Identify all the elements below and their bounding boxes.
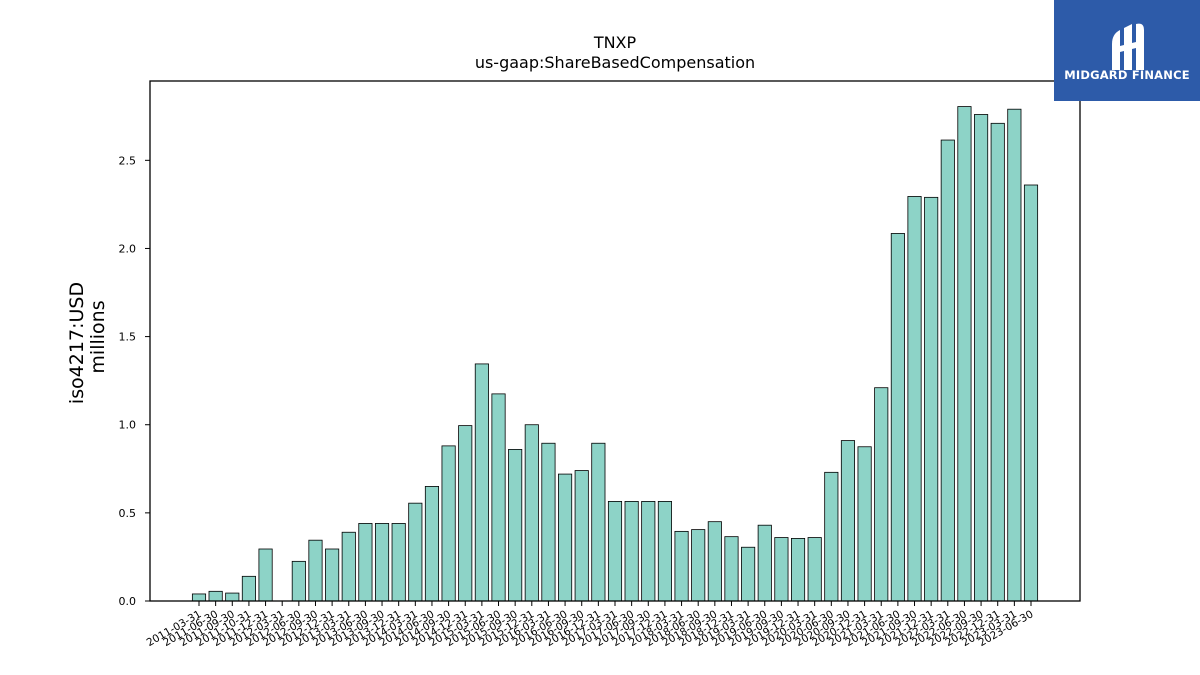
bar-2012-09-30 (308, 539, 323, 602)
logo-text: MIDGARD FINANCE (1064, 68, 1190, 82)
bar-2020-12-31 (857, 446, 872, 602)
y-axis-label-units: millions (87, 300, 109, 373)
bar-2020-03-31 (807, 537, 822, 602)
y-tick-label: 1.0 (119, 419, 137, 432)
bar-2013-12-31 (391, 523, 406, 602)
y-tick-label: 2.5 (119, 154, 137, 167)
bar-2014-06-30 (424, 486, 440, 602)
y-axis: 0.0 0.5 1.0 1.5 2.0 2.5 (119, 154, 150, 608)
bar-2019-12-31 (790, 538, 806, 602)
bar-2011-09-30 (225, 592, 240, 602)
bar-2012-06-30 (291, 560, 306, 602)
bar-2021-09-30 (907, 196, 922, 602)
bar-2014-03-31 (408, 502, 423, 602)
midgard-logo-mark-icon (1112, 23, 1144, 71)
bar-2015-06-30 (491, 393, 506, 602)
bar-2017-12-31 (657, 501, 672, 602)
bar-2021-03-31 (874, 387, 889, 602)
bar-2013-06-30 (358, 523, 373, 602)
bar-2016-06-30 (558, 473, 573, 602)
bar-2023-03-31 (1007, 108, 1022, 602)
y-axis-label: iso4217:USD (66, 282, 88, 404)
midgard-finance-logo: MIDGARD FINANCE (1054, 0, 1200, 101)
x-axis: 2011-03-312011-06-302011-09-302011-10-31… (145, 601, 1036, 649)
bar-2020-09-30 (840, 440, 856, 602)
bar-2011-10-31 (241, 575, 256, 602)
bar-2018-06-30 (691, 529, 706, 602)
bar-2017-06-30 (624, 501, 639, 602)
y-tick-label: 2.0 (119, 242, 137, 255)
bar-2019-09-30 (774, 537, 789, 602)
bar-2017-03-31 (607, 501, 623, 602)
chart-title: TNXP (593, 33, 637, 52)
bar-2015-03-31 (474, 363, 489, 602)
bar-2017-09-30 (641, 501, 656, 602)
plot-frame (149, 80, 1081, 602)
bar-2018-12-31 (724, 536, 739, 602)
bar-2014-09-30 (441, 445, 456, 602)
y-tick-label: 1.5 (119, 331, 137, 344)
bar-2022-06-30 (957, 106, 972, 602)
bar-2014-12-31 (458, 425, 473, 602)
bar-2022-12-31 (990, 122, 1005, 602)
bar-2015-12-31 (524, 424, 539, 602)
bar-2011-03-31 (191, 593, 207, 602)
bar-2016-09-30 (574, 470, 589, 602)
bar-2018-03-31 (674, 530, 689, 602)
y-tick-label: 0.5 (119, 507, 137, 520)
bars-group (191, 106, 1039, 602)
bar-2018-09-30 (707, 521, 722, 602)
bar-2021-12-31 (924, 196, 939, 602)
bar-2019-06-30 (757, 524, 772, 602)
bar-2016-12-31 (591, 442, 606, 602)
chart-subtitle: us-gaap:ShareBasedCompensation (475, 53, 755, 72)
bar-2023-06-30 (1023, 184, 1039, 602)
bar-2021-06-30 (890, 233, 905, 602)
bar-2011-06-30 (208, 590, 223, 602)
bar-2015-09-30 (508, 449, 523, 602)
bar-2016-03-31 (541, 442, 556, 602)
bar-2022-03-31 (940, 139, 955, 602)
y-tick-label: 0.0 (119, 595, 137, 608)
bar-2022-09-30 (974, 114, 989, 602)
bar-2012-12-31 (325, 548, 340, 602)
bar-2020-06-30 (824, 471, 839, 602)
bar-2013-03-31 (341, 531, 356, 602)
bar-2019-03-31 (741, 546, 756, 602)
bar-2013-09-30 (374, 523, 390, 602)
bar-2011-12-31 (258, 548, 273, 602)
